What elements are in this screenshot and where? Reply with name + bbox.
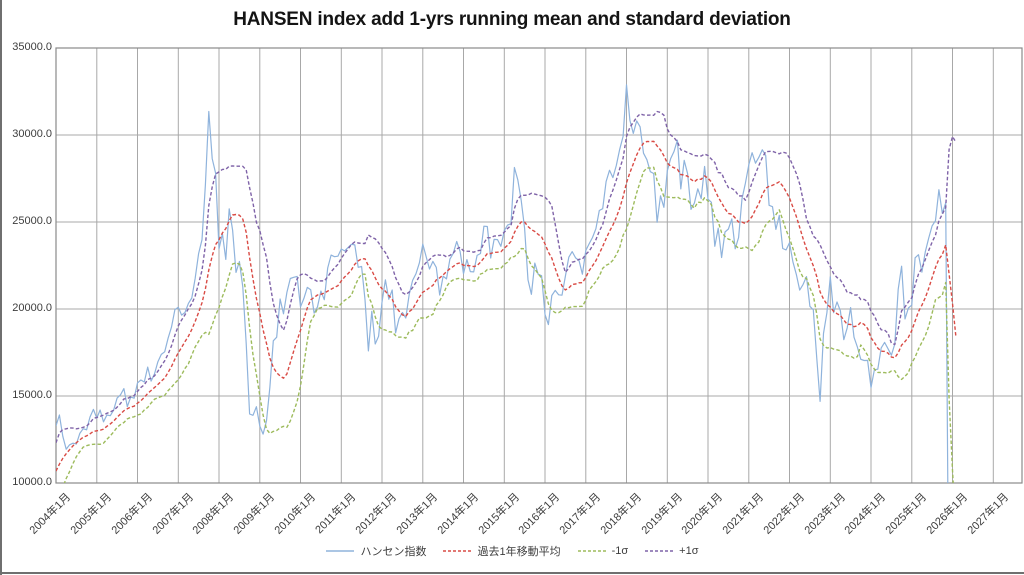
- y-axis-label: 35000.0: [12, 41, 52, 53]
- legend-line-sample: [443, 550, 472, 552]
- y-axis-label: 20000.0: [12, 302, 52, 314]
- y-axis-label: 15000.0: [12, 389, 52, 401]
- legend-label: 過去1年移動平均: [477, 546, 561, 558]
- legend-item: -1σ: [577, 545, 629, 557]
- legend-line-sample: [645, 550, 674, 552]
- running-mean-line: [56, 140, 957, 472]
- y-axis-label: 30000.0: [12, 128, 52, 140]
- legend-item: ハンセン指数: [325, 543, 426, 559]
- window-edge-left: [0, 0, 2, 575]
- legend-label: ハンセン指数: [360, 546, 427, 558]
- legend-item: +1σ: [644, 545, 699, 557]
- chart-title: HANSEN index add 1-yrs running mean and …: [233, 9, 791, 30]
- plus-1sigma-line: [56, 110, 957, 444]
- legend-line-sample: [577, 550, 606, 552]
- minus-1sigma-line: [63, 166, 954, 483]
- y-axis-label: 25000.0: [12, 215, 52, 227]
- window-edge-bottom: [0, 572, 1024, 574]
- legend-label: -1σ: [611, 545, 629, 557]
- legend-item: 過去1年移動平均: [442, 543, 561, 559]
- legend: ハンセン指数 過去1年移動平均 -1σ +1σ: [0, 543, 1024, 559]
- legend-line-sample: [326, 550, 355, 552]
- legend-label: +1σ: [679, 545, 699, 557]
- y-axis-label: 10000.0: [12, 476, 52, 488]
